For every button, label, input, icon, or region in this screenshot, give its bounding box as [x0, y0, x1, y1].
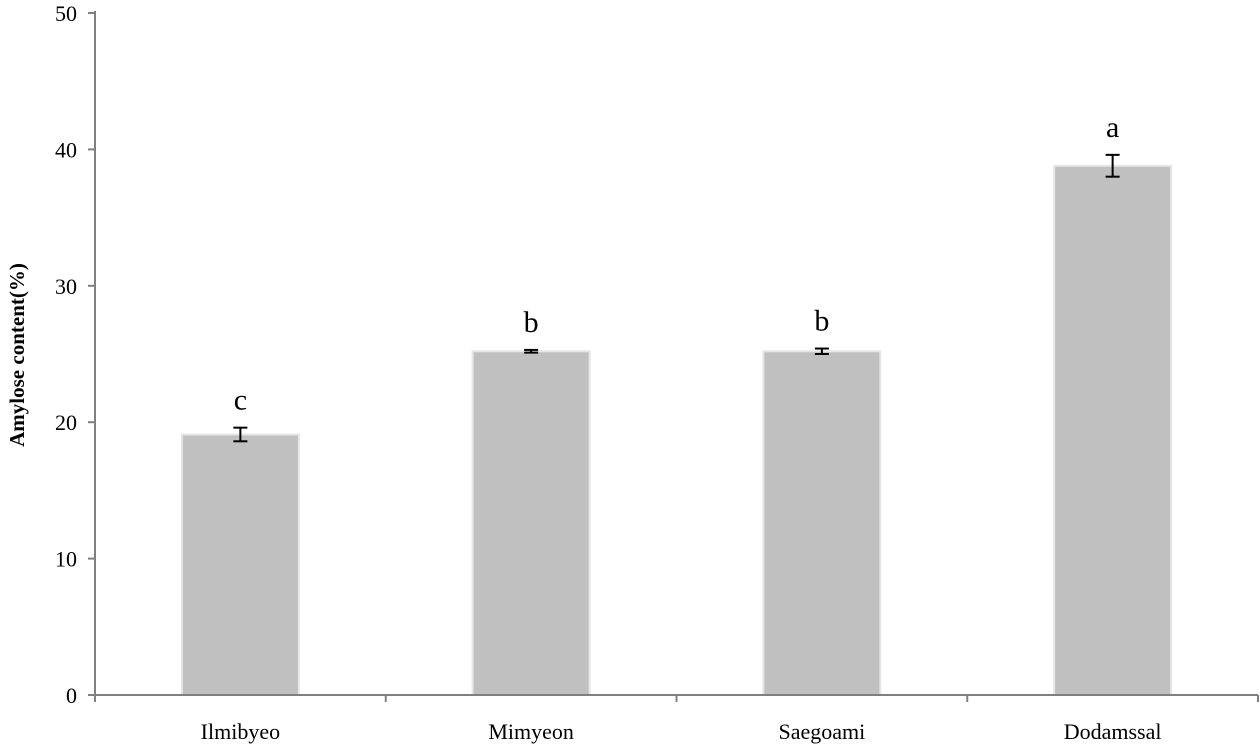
bars-group [180, 164, 1173, 696]
x-axis-labels-group: Ilmibyeo Mimyeon Saegoami Dodamssal [201, 719, 1162, 744]
significance-label: c [234, 384, 247, 417]
bar [762, 350, 882, 696]
significance-label: b [814, 305, 829, 338]
error-bars-group [233, 153, 1120, 443]
significance-label: b [524, 306, 539, 339]
significance-labels-group: c b b a [234, 111, 1120, 417]
y-tick-label: 30 [55, 274, 77, 299]
y-tick-label: 20 [55, 410, 77, 435]
y-axis-title: Amylose content(%) [5, 263, 29, 447]
x-tick-label: Dodamssal [1064, 719, 1162, 744]
axes-group [94, 11, 1259, 702]
y-tick-label: 10 [55, 547, 77, 572]
bar [471, 350, 591, 696]
x-tick-label: Saegoami [778, 719, 865, 744]
bar [1053, 164, 1173, 696]
bar [180, 433, 300, 696]
y-tick-label: 0 [66, 683, 77, 708]
error-bar [1105, 153, 1120, 178]
y-axis-ticks: 0 10 20 30 40 50 [55, 1, 95, 708]
y-tick-label: 40 [55, 137, 77, 162]
error-bar [524, 348, 539, 354]
error-bar [233, 426, 248, 443]
y-tick-label: 50 [55, 1, 77, 26]
x-tick-label: Mimyeon [488, 719, 574, 744]
error-bar [814, 347, 829, 355]
x-tick-label: Ilmibyeo [201, 719, 280, 744]
significance-label: a [1106, 111, 1119, 144]
